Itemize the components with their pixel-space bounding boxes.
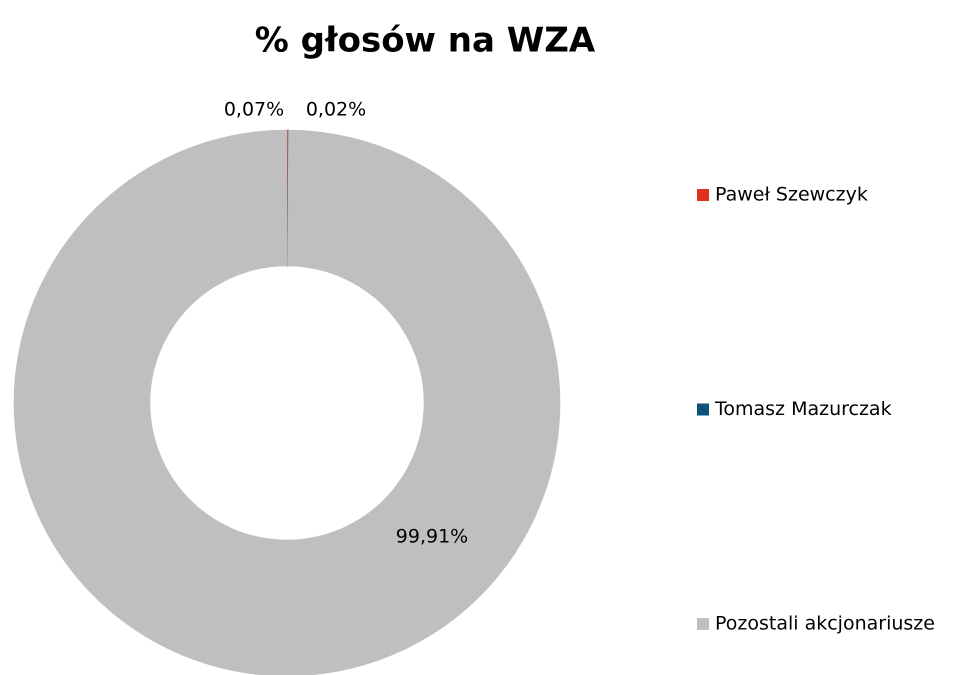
donut-slice: [13, 129, 561, 675]
legend-swatch: [697, 403, 709, 416]
data-label: 99,91%: [396, 526, 468, 548]
chart-title: % głosów na WZA: [255, 21, 596, 61]
legend-label: Paweł Szewczyk: [715, 184, 868, 206]
legend-label: Pozostali akcjonariusze: [715, 613, 935, 635]
legend-swatch: [697, 189, 709, 201]
data-label: 0,07%: [224, 99, 284, 121]
data-label: 0,02%: [306, 99, 366, 121]
legend-swatch: [697, 618, 709, 630]
legend-label: Tomasz Mazurczak: [714, 398, 892, 420]
